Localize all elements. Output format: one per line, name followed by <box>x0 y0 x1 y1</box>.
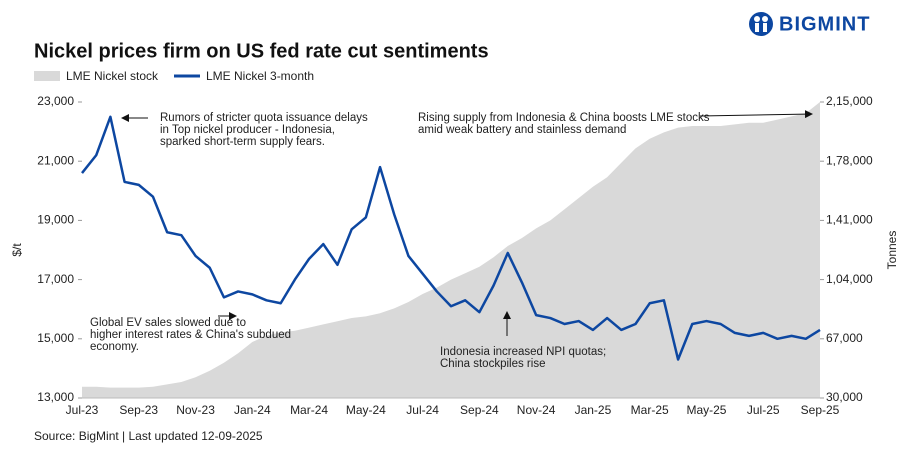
x-tick-label: May-24 <box>346 403 386 417</box>
y2-tick-label: 1,78,000 <box>826 153 873 167</box>
y-axis-label: $/t <box>10 243 24 257</box>
y2-axis-label: Tonnes <box>885 231 899 270</box>
y2-tick-label: 2,15,000 <box>826 94 873 108</box>
y-tick-label: 15,000 <box>37 331 74 345</box>
x-tick-label: Nov-23 <box>176 403 215 417</box>
y-tick-label: 23,000 <box>37 94 74 108</box>
y2-tick-label: 1,04,000 <box>826 272 873 286</box>
x-tick-label: Jul-25 <box>747 403 780 417</box>
logo-text: BIGMINT <box>779 13 870 35</box>
chart-title: Nickel prices firm on US fed rate cut se… <box>34 40 489 62</box>
annotation: China stockpiles rise <box>440 358 545 370</box>
x-tick-label: Jul-24 <box>406 403 439 417</box>
y-tick-label: 17,000 <box>37 272 74 286</box>
annotation: Rising supply from Indonesia & China boo… <box>418 112 710 124</box>
annotation: in Top nickel producer - Indonesia, <box>160 124 335 136</box>
price-line <box>81 115 821 361</box>
x-tick-label: Mar-24 <box>290 403 328 417</box>
legend-swatch <box>34 71 60 81</box>
x-tick-label: Sep-23 <box>119 403 158 417</box>
annotation-arrow <box>699 110 813 119</box>
y2-tick-label: 30,000 <box>826 390 863 404</box>
y-tick-label: 13,000 <box>37 390 74 404</box>
x-tick-label: Nov-24 <box>517 403 556 417</box>
x-tick-label: Sep-24 <box>460 403 499 417</box>
y-tick-label: 21,000 <box>37 153 74 167</box>
annotation: Rumors of stricter quota issuance delays <box>160 112 368 124</box>
source: Source: BigMint | Last updated 12-09-202… <box>34 429 263 443</box>
x-tick-label: Mar-25 <box>631 403 669 417</box>
x-tick-label: Sep-25 <box>801 403 840 417</box>
annotation: higher interest rates & China's subdued <box>90 329 291 341</box>
annotation: economy. <box>90 341 139 353</box>
legend-label: LME Nickel 3-month <box>206 69 314 83</box>
legend-label: LME Nickel stock <box>66 69 159 83</box>
annotation: Indonesia increased NPI quotas; <box>440 346 606 358</box>
annotation: sparked short-term supply fears. <box>160 136 325 148</box>
x-tick-label: Jan-24 <box>234 403 271 417</box>
logo: BIGMINT <box>749 12 870 36</box>
annotation: amid weak battery and stainless demand <box>418 124 626 136</box>
annotation: Global EV sales slowed due to <box>90 317 246 329</box>
y2-tick-label: 1,41,000 <box>826 213 873 227</box>
x-tick-label: May-25 <box>686 403 726 417</box>
y2-tick-label: 67,000 <box>826 331 863 345</box>
y-tick-label: 19,000 <box>37 213 74 227</box>
x-tick-label: Jan-25 <box>575 403 612 417</box>
x-tick-label: Jul-23 <box>66 403 99 417</box>
